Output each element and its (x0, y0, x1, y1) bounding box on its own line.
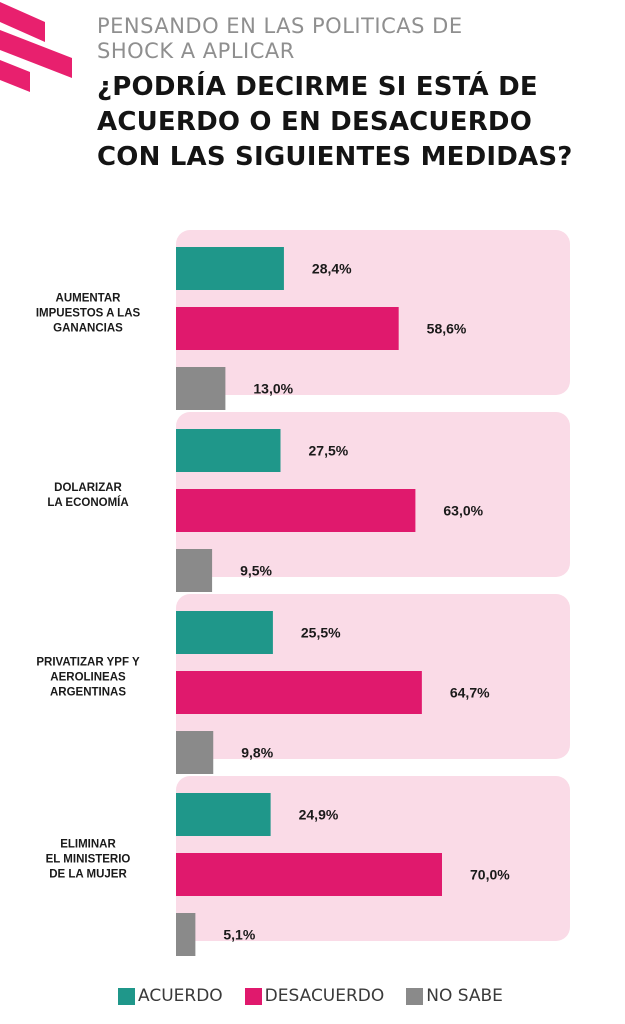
data-label-desacuerdo: 58,6% (427, 321, 467, 337)
title-line-2: ACUERDO O EN DESACUERDO (97, 107, 533, 137)
legend-label-desacuerdo: DESACUERDO (264, 986, 385, 1006)
category-label: AUMENTAR (56, 293, 122, 305)
data-label-desacuerdo: 64,7% (450, 685, 490, 701)
data-label-no-sabe: 13,0% (253, 381, 293, 397)
bar-acuerdo (176, 247, 284, 290)
subtitle-line-2: SHOCK A APLICAR (97, 39, 295, 63)
data-label-no-sabe: 5,1% (223, 927, 255, 943)
legend-swatch-acuerdo (118, 987, 135, 1005)
data-label-no-sabe: 9,8% (241, 745, 273, 761)
legend-item-no-sabe: NO SABE (406, 986, 503, 1006)
legend-label-no-sabe: NO SABE (426, 986, 503, 1006)
bar-acuerdo (176, 793, 271, 836)
bar-no-sabe (176, 549, 213, 592)
bar-desacuerdo (176, 853, 442, 896)
category-group: AUMENTAR IMPUESTOS A LAS GANANCIAS 28,4% 58,… (36, 230, 570, 410)
bar-acuerdo (176, 429, 281, 472)
bar-acuerdo (176, 611, 273, 654)
category-label: IMPUESTOS A LAS (36, 308, 141, 320)
legend-swatch-no-sabe (406, 987, 424, 1005)
bar-chart: AUMENTAR IMPUESTOS A LAS GANANCIAS 28,4% 58,… (36, 230, 570, 956)
logo-stripe-3 (0, 60, 30, 92)
data-label-acuerdo: 28,4% (312, 261, 352, 277)
category-group: PRIVATIZAR YPF Y AEROLINEAS ARGENTINAS 25,5… (36, 594, 570, 774)
category-label: ARGENTINAS (50, 687, 126, 699)
category-label: PRIVATIZAR YPF Y (36, 657, 140, 669)
chart-title: ¿PODRÍA DECIRME SI ESTÁ DE ACUERDO O EN … (97, 70, 617, 175)
bar-desacuerdo (176, 489, 416, 532)
data-label-no-sabe: 9,5% (240, 563, 272, 579)
category-label: GANANCIAS (53, 323, 123, 335)
logo-stripe-2 (0, 30, 72, 78)
data-label-acuerdo: 25,5% (301, 625, 341, 641)
brand-logo (0, 2, 72, 92)
data-label-acuerdo: 24,9% (299, 807, 339, 823)
data-label-acuerdo: 27,5% (309, 443, 349, 459)
legend-item-acuerdo: ACUERDO (118, 986, 223, 1006)
title-line-3: CON LAS SIGUIENTES MEDIDAS? (97, 142, 573, 172)
category-label: DOLARIZAR (54, 482, 122, 494)
category-label: EL MINISTERIO (46, 854, 131, 866)
subtitle-line-1: PENSANDO EN LAS POLITICAS DE (97, 14, 463, 38)
category-label: AEROLINEAS (50, 672, 126, 684)
legend-swatch-desacuerdo (244, 987, 262, 1005)
legend: ACUERDO DESACUERDO NO SABE (118, 986, 525, 1006)
legend-label-acuerdo: ACUERDO (138, 986, 223, 1006)
data-label-desacuerdo: 63,0% (443, 503, 483, 519)
bar-no-sabe (176, 731, 214, 774)
bar-desacuerdo (176, 671, 422, 714)
bar-desacuerdo (176, 307, 399, 350)
title-line-1: ¿PODRÍA DECIRME SI ESTÁ DE (97, 72, 538, 102)
header: PENSANDO EN LAS POLITICAS DE SHOCK A APL… (97, 14, 617, 175)
category-label: LA ECONOMÍA (47, 496, 128, 509)
category-group: DOLARIZAR LA ECONOMÍA 27,5% 63,0% 9,5% (47, 412, 570, 592)
logo-stripe-1 (0, 2, 45, 42)
subtitle: PENSANDO EN LAS POLITICAS DE SHOCK A APL… (97, 14, 617, 64)
legend-item-desacuerdo: DESACUERDO (244, 986, 385, 1006)
category-group: ELIMINAR EL MINISTERIO DE LA MUJER 24,9% 70,… (46, 776, 570, 956)
bar-no-sabe (176, 367, 226, 410)
bar-no-sabe (176, 913, 196, 956)
data-label-desacuerdo: 70,0% (470, 867, 510, 883)
category-label: ELIMINAR (60, 839, 116, 851)
category-label: DE LA MUJER (49, 869, 127, 881)
